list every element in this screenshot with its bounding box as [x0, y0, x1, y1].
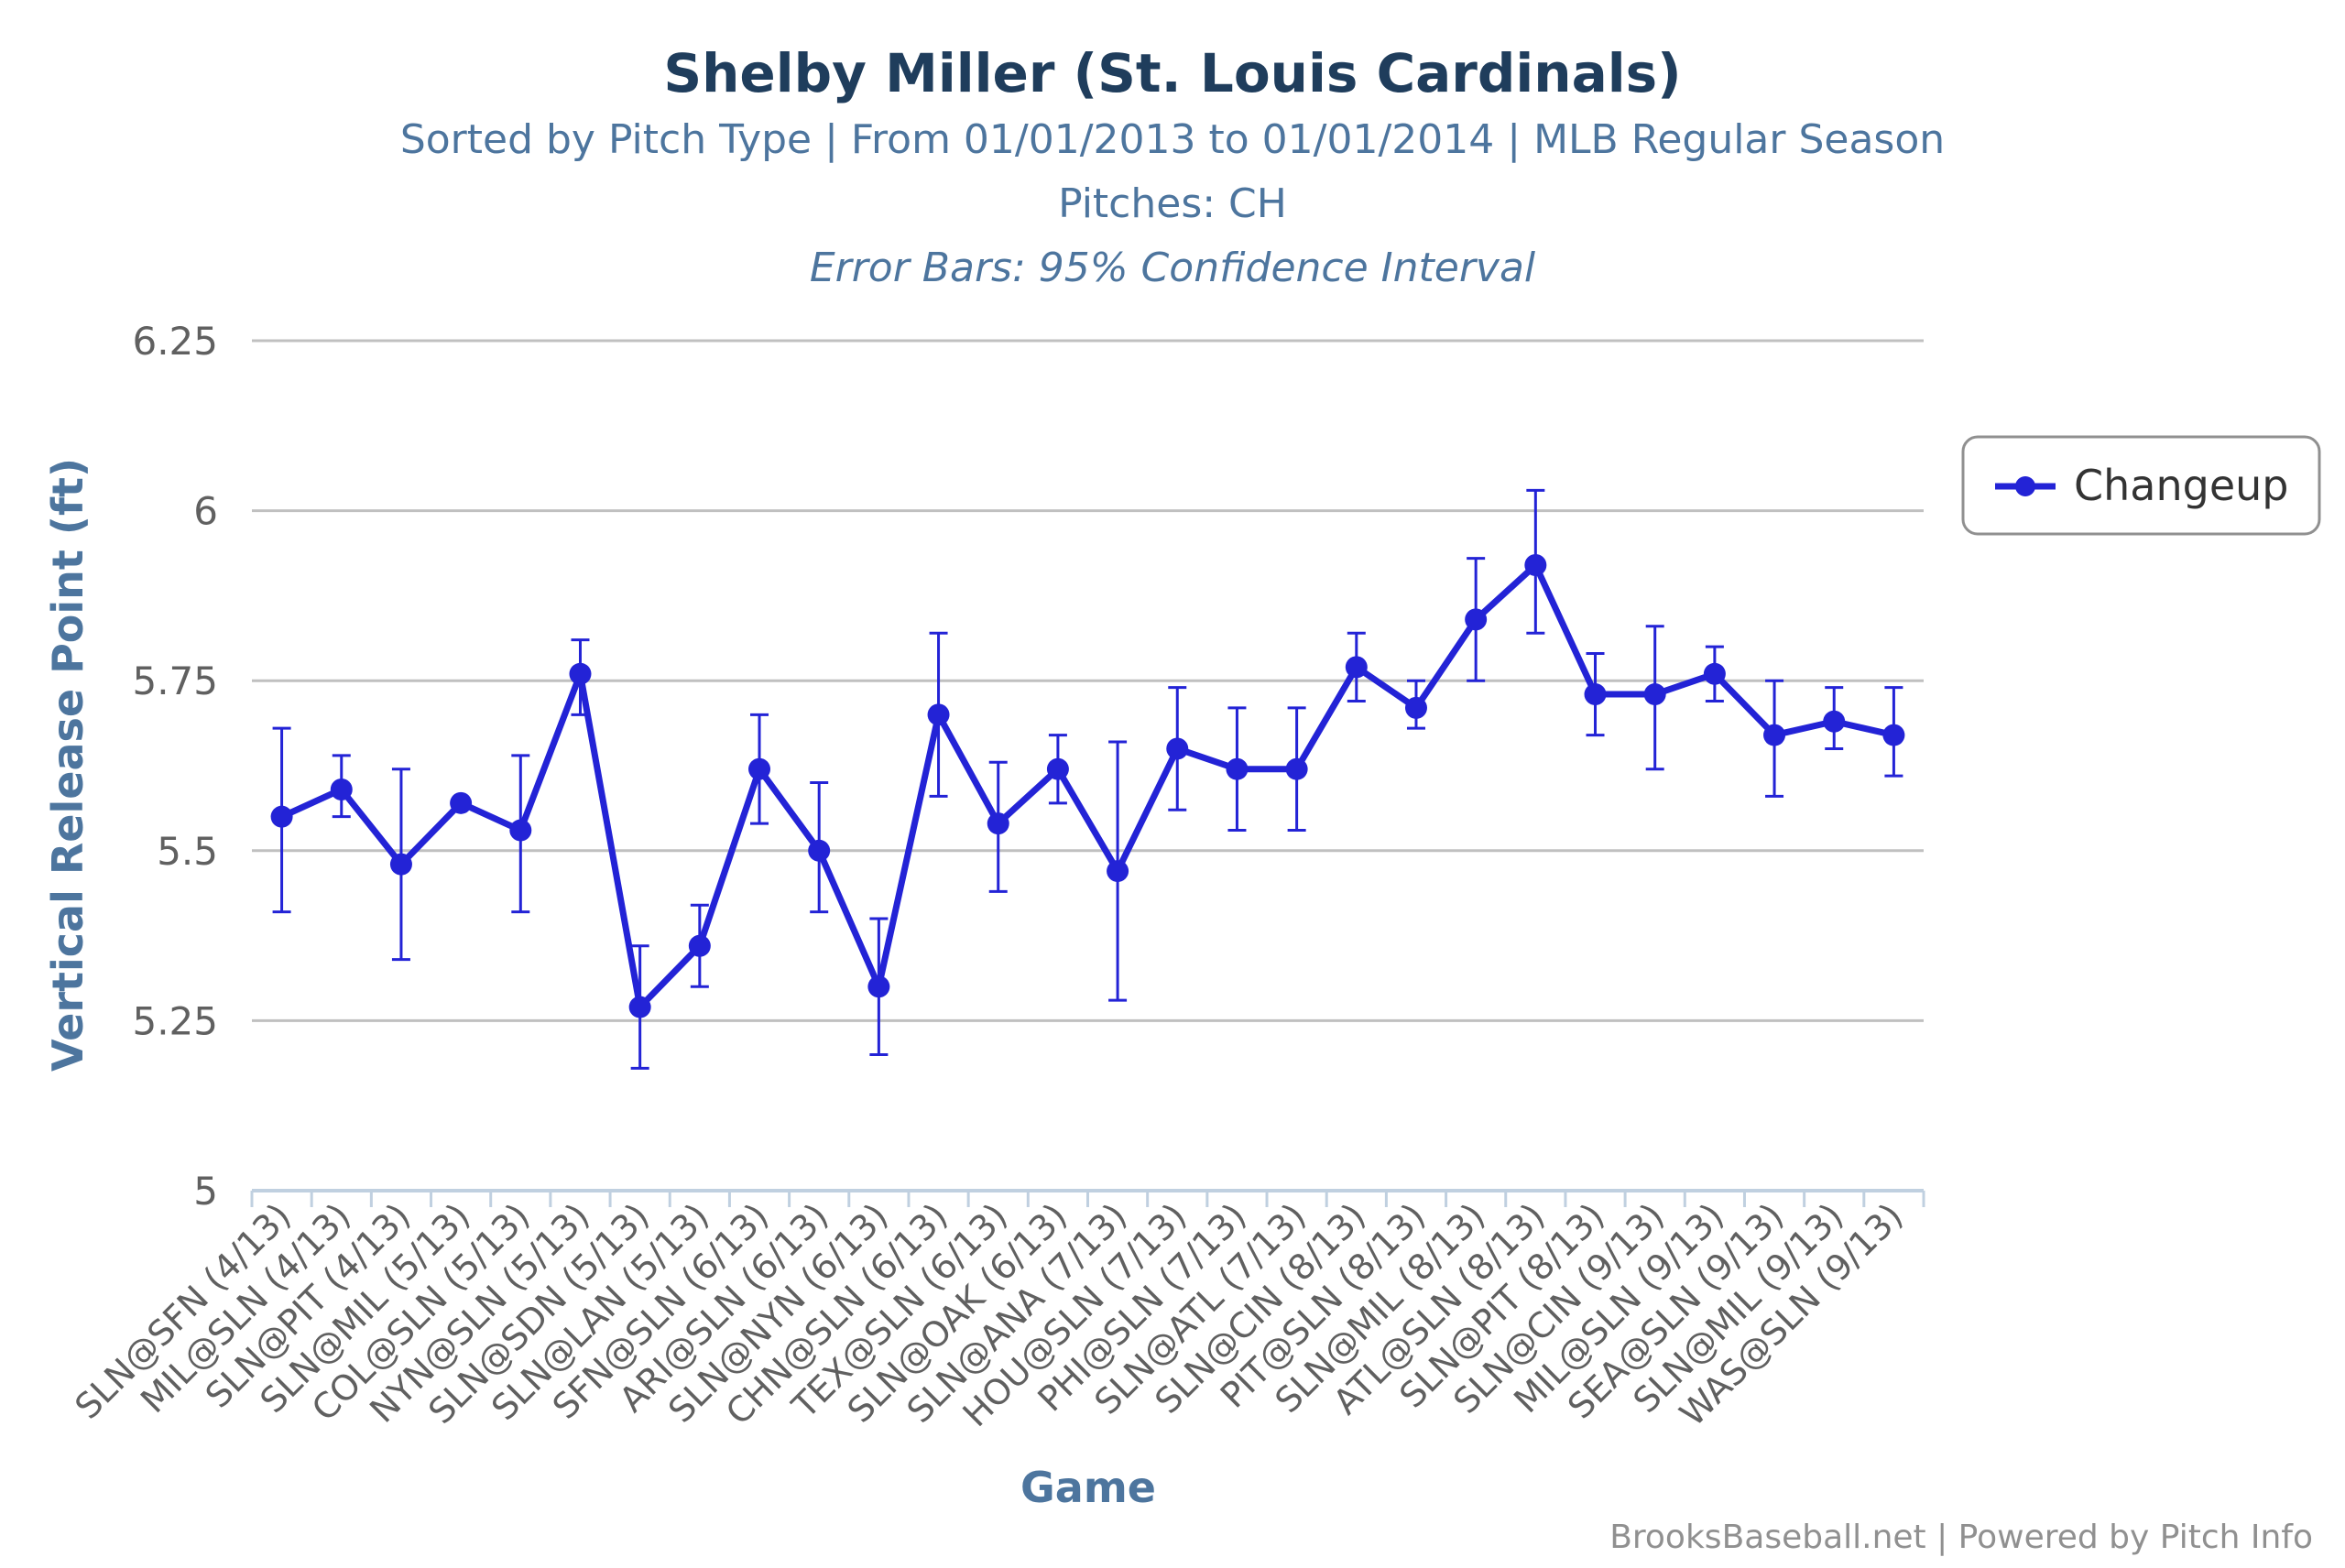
data-point[interactable] — [1226, 757, 1249, 780]
data-point[interactable] — [1524, 553, 1547, 576]
y-tick-label: 5.5 — [157, 829, 218, 874]
y-tick-label: 6 — [193, 489, 218, 534]
y-tick-label: 6.25 — [132, 319, 218, 364]
data-point[interactable] — [1465, 608, 1488, 631]
data-point[interactable] — [569, 662, 592, 685]
data-point[interactable] — [1345, 656, 1368, 679]
data-point[interactable] — [1823, 710, 1846, 733]
data-point[interactable] — [688, 934, 711, 957]
y-tick-label: 5.75 — [132, 659, 218, 703]
chart-subtitle-line-1: Sorted by Pitch Type | From 01/01/2013 t… — [400, 116, 1945, 163]
data-point[interactable] — [1046, 757, 1069, 780]
data-point[interactable] — [1404, 696, 1427, 719]
x-axis-title: Game — [1020, 1463, 1156, 1512]
error-bars — [272, 488, 1903, 1070]
legend[interactable]: Changeup — [1961, 435, 2321, 536]
data-point[interactable] — [270, 805, 293, 828]
data-point[interactable] — [1584, 683, 1607, 706]
y-tick-label: 5 — [193, 1169, 218, 1214]
chart-title: Shelby Miller (St. Louis Cardinals) — [663, 42, 1681, 104]
legend-item-changeup[interactable]: Changeup — [2074, 461, 2288, 510]
series-line — [280, 561, 1895, 1011]
data-point[interactable] — [1107, 860, 1129, 883]
data-point[interactable] — [1882, 724, 1905, 746]
data-point[interactable] — [628, 996, 651, 1018]
y-axis-ticks: 5 5.25 5.5 5.75 6 6.25 — [132, 319, 218, 1214]
data-point[interactable] — [1643, 683, 1666, 706]
data-point[interactable] — [927, 703, 950, 726]
data-point[interactable] — [748, 757, 771, 780]
credits[interactable]: BrooksBaseball.net | Powered by Pitch In… — [1609, 1519, 2313, 1556]
data-point[interactable] — [330, 778, 353, 800]
data-point[interactable] — [808, 839, 831, 862]
legend-marker-symbol — [2015, 476, 2035, 496]
data-point[interactable] — [1763, 724, 1786, 746]
data-point[interactable] — [389, 853, 412, 876]
x-axis: SLN@SFN (4/13)MIL@SLN (4/13)SLN@PIT (4/1… — [67, 1189, 1925, 1434]
grid-layer — [252, 339, 1924, 1022]
data-point[interactable] — [1703, 662, 1726, 685]
legend-box — [1961, 435, 2321, 536]
data-point[interactable] — [987, 812, 1009, 835]
y-tick-label: 5.25 — [132, 998, 218, 1043]
data-point[interactable] — [1166, 737, 1189, 760]
chart-subtitle-line-2: Pitches: CH — [1058, 180, 1287, 227]
data-point[interactable] — [1285, 757, 1308, 780]
series-changeup — [270, 553, 1905, 1018]
y-axis-title: Vertical Release Point (ft) — [43, 458, 93, 1072]
chart-subtitle-italic: Error Bars: 95% Confidence Interval — [810, 245, 1536, 291]
data-point[interactable] — [509, 819, 532, 842]
data-point[interactable] — [867, 975, 890, 998]
data-point[interactable] — [450, 791, 473, 814]
